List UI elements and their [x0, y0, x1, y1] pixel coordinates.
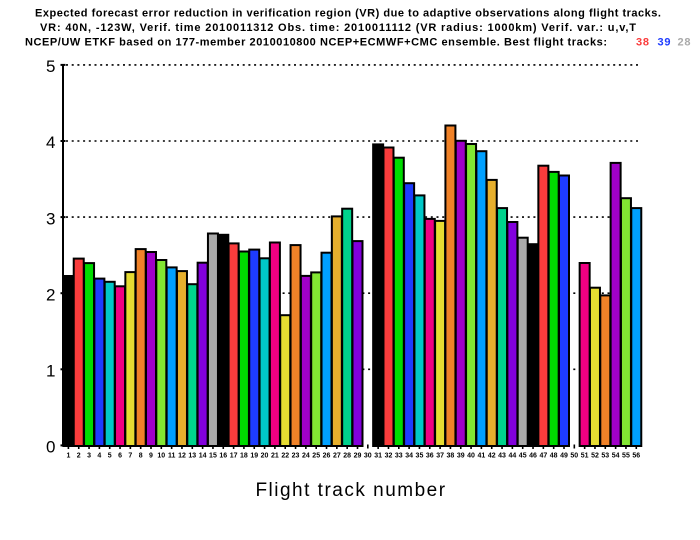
- svg-text:38: 38: [636, 37, 649, 49]
- svg-text:43: 43: [498, 453, 506, 460]
- svg-text:16: 16: [219, 453, 227, 460]
- svg-text:1: 1: [46, 362, 55, 381]
- svg-text:10: 10: [157, 453, 165, 460]
- svg-text:50: 50: [570, 453, 578, 460]
- svg-text:53: 53: [601, 453, 609, 460]
- svg-text:4: 4: [97, 453, 101, 460]
- svg-text:51: 51: [581, 453, 589, 460]
- svg-text:9: 9: [149, 453, 153, 460]
- svg-text:55: 55: [622, 453, 630, 460]
- svg-text:26: 26: [323, 453, 331, 460]
- svg-text:5: 5: [108, 453, 112, 460]
- svg-text:NCEP/UW ETKF based on 177-memb: NCEP/UW ETKF based on 177-member 2010010…: [25, 37, 607, 49]
- svg-text:42: 42: [488, 453, 496, 460]
- svg-text:0: 0: [46, 438, 55, 457]
- svg-text:32: 32: [385, 453, 393, 460]
- svg-text:39: 39: [457, 453, 465, 460]
- svg-text:VR: 40N, -123W, Verif. time 2: VR: 40N, -123W, Verif. time 2010011312 O…: [40, 22, 636, 34]
- svg-text:31: 31: [374, 453, 382, 460]
- svg-text:8: 8: [139, 453, 143, 460]
- svg-text:30: 30: [364, 453, 372, 460]
- svg-text:15: 15: [209, 453, 217, 460]
- svg-text:40: 40: [467, 453, 475, 460]
- svg-text:2: 2: [46, 285, 55, 304]
- svg-text:3: 3: [87, 453, 91, 460]
- svg-text:28: 28: [343, 453, 351, 460]
- svg-text:25: 25: [312, 453, 320, 460]
- svg-text:34: 34: [405, 453, 413, 460]
- svg-text:52: 52: [591, 453, 599, 460]
- svg-text:23: 23: [292, 453, 300, 460]
- svg-text:21: 21: [271, 453, 279, 460]
- svg-text:7: 7: [128, 453, 132, 460]
- svg-text:56: 56: [632, 453, 640, 460]
- svg-text:39: 39: [658, 37, 671, 49]
- svg-text:5: 5: [46, 57, 55, 76]
- svg-text:3: 3: [46, 209, 55, 228]
- svg-text:36: 36: [426, 453, 434, 460]
- svg-text:11: 11: [168, 453, 176, 460]
- svg-text:17: 17: [230, 453, 238, 460]
- svg-text:45: 45: [519, 453, 527, 460]
- svg-text:29: 29: [354, 453, 362, 460]
- svg-text:1: 1: [66, 453, 70, 460]
- svg-text:38: 38: [447, 453, 455, 460]
- svg-text:27: 27: [333, 453, 341, 460]
- svg-text:2: 2: [77, 453, 81, 460]
- svg-text:37: 37: [436, 453, 444, 460]
- svg-text:47: 47: [539, 453, 547, 460]
- svg-text:49: 49: [560, 453, 568, 460]
- svg-text:12: 12: [178, 453, 186, 460]
- svg-text:14: 14: [199, 453, 207, 460]
- svg-text:19: 19: [250, 453, 258, 460]
- svg-text:13: 13: [188, 453, 196, 460]
- svg-text:18: 18: [240, 453, 248, 460]
- svg-text:44: 44: [508, 453, 516, 460]
- svg-text:48: 48: [550, 453, 558, 460]
- svg-text:33: 33: [395, 453, 403, 460]
- svg-text:22: 22: [281, 453, 289, 460]
- svg-text:28: 28: [678, 37, 691, 49]
- svg-text:24: 24: [302, 453, 310, 460]
- svg-text:46: 46: [529, 453, 537, 460]
- svg-text:Expected forecast error reduct: Expected forecast error reduction in ver…: [35, 8, 661, 20]
- svg-text:20: 20: [261, 453, 269, 460]
- svg-text:54: 54: [612, 453, 620, 460]
- svg-text:Flight track number: Flight track number: [255, 480, 446, 501]
- svg-text:4: 4: [46, 133, 55, 152]
- svg-text:35: 35: [416, 453, 424, 460]
- svg-text:6: 6: [118, 453, 122, 460]
- svg-text:41: 41: [478, 453, 486, 460]
